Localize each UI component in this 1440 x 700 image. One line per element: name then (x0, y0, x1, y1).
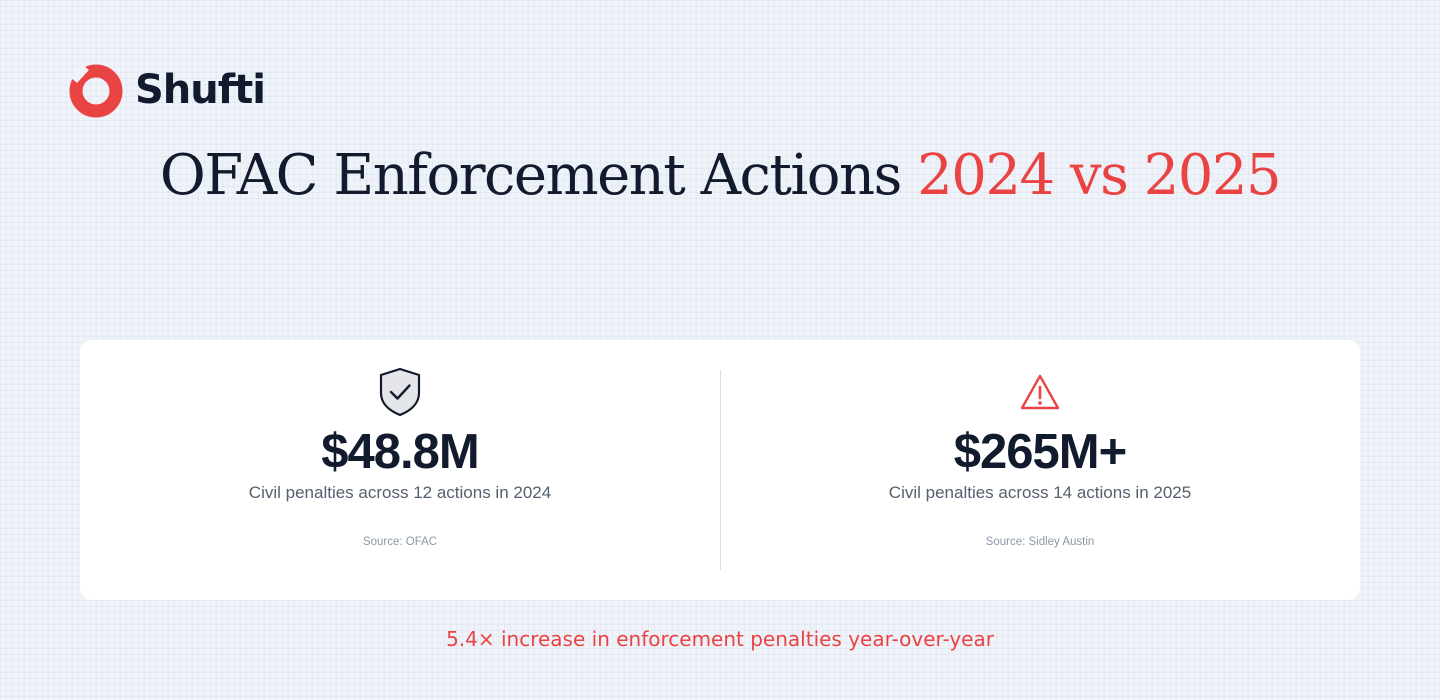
card-divider (720, 370, 721, 570)
brand-name: Shufti (135, 67, 266, 113)
warning-triangle-icon (1016, 366, 1064, 418)
title-accent: 2024 vs 2025 (917, 143, 1282, 208)
stat-description: Civil penalties across 12 actions in 202… (248, 483, 552, 502)
stat-value: $265M+ (953, 425, 1127, 479)
title-main: OFAC Enforcement Actions (159, 143, 903, 208)
stat-value: $48.8M (321, 425, 479, 479)
stat-description: Civil penalties across 14 actions in 202… (888, 483, 1192, 502)
stat-source: Source: OFAC (362, 536, 438, 548)
page-title: OFAC Enforcement Actions 2024 vs 2025 (0, 138, 1440, 214)
summary-callout: 5.4× increase in enforcement penalties y… (446, 627, 994, 651)
stat-2025: $265M+ Civil penalties across 14 actions… (720, 340, 1360, 600)
stats-card: $48.8M Civil penalties across 12 actions… (80, 340, 1360, 600)
brand-logo: Shufti (67, 60, 266, 122)
stat-2024: $48.8M Civil penalties across 12 actions… (80, 340, 720, 600)
shield-check-icon (376, 366, 424, 418)
shufti-logo-icon (69, 64, 123, 118)
stat-source: Source: Sidley Austin (985, 536, 1095, 548)
